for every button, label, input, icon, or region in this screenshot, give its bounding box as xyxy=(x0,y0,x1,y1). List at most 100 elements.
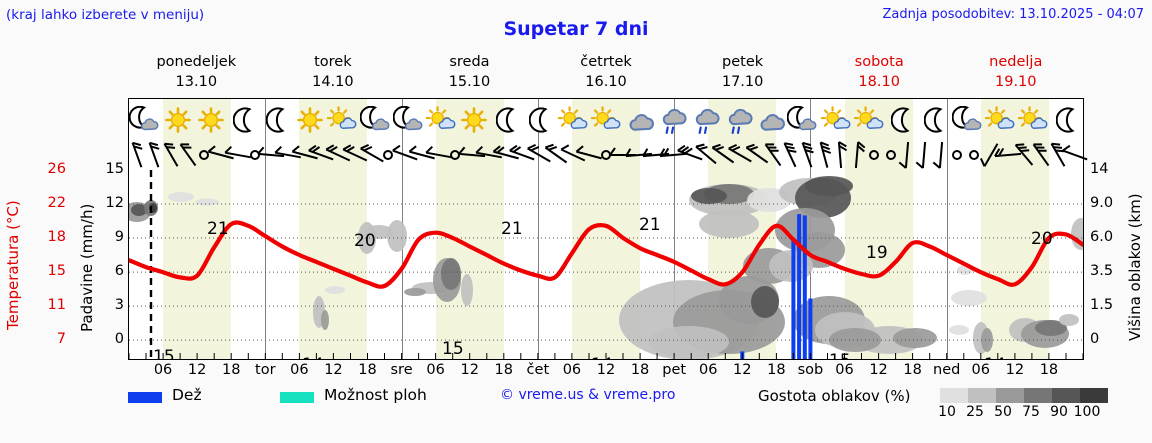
wind-barb xyxy=(273,140,303,170)
moon-icon xyxy=(228,99,261,140)
x-axis-label: sob xyxy=(797,362,824,378)
cloud-density-legend-title: Gostota oblakov (%) xyxy=(758,387,911,405)
day-name: sreda xyxy=(449,54,490,70)
wind-barb xyxy=(758,140,788,170)
sun-icon xyxy=(293,99,326,140)
cloud-blob xyxy=(387,220,407,252)
day-divider xyxy=(946,99,948,140)
day-divider xyxy=(946,140,948,170)
precipitation-bar xyxy=(791,239,796,359)
wind-barb xyxy=(407,140,437,170)
location-menu-note[interactable]: (kraj lahko izberete v meniju) xyxy=(6,7,205,23)
day-header-ponedeljek: ponedeljek 13.10 xyxy=(128,52,265,96)
precipitation-tick-3: 6 xyxy=(114,263,124,280)
cloud-blob xyxy=(981,328,993,352)
day-name: nedelja xyxy=(989,54,1043,70)
sun-cloud-icon xyxy=(820,99,853,140)
wind-barb xyxy=(658,140,688,170)
wind-barb xyxy=(708,140,738,170)
wind-barb xyxy=(474,140,504,170)
temperature-tick-2: 18 xyxy=(47,229,66,246)
x-axis-label: 18 xyxy=(494,362,513,378)
daytime-band xyxy=(299,170,368,359)
copyright-link[interactable]: © vreme.us & vreme.pro xyxy=(500,387,676,403)
wind-barb xyxy=(691,140,721,170)
cloud-blob xyxy=(365,225,393,239)
cloud-blob xyxy=(131,204,147,216)
wind-barb xyxy=(624,140,654,170)
cloud-blob xyxy=(321,310,329,330)
temperature-annotation-min: 15 xyxy=(829,351,851,359)
wind-barb xyxy=(156,140,186,170)
cloud-blob xyxy=(441,258,461,290)
x-axis-label: 18 xyxy=(630,362,650,378)
x-axis-label: sre xyxy=(390,362,413,378)
wind-barb xyxy=(842,140,872,170)
wind-barb xyxy=(942,140,972,170)
wind-barb xyxy=(173,140,203,170)
day-header-petek: petek 17.10 xyxy=(674,52,811,96)
day-name: četrtek xyxy=(580,54,632,70)
wind-barb xyxy=(373,140,403,170)
chart-plot-area: 152114201521142115191420131915 xyxy=(129,170,1083,359)
x-axis-label: 18 xyxy=(221,362,241,378)
precipitation-axis-title: Padavine (mm/h) xyxy=(78,203,96,332)
day-date: 13.10 xyxy=(175,74,218,90)
x-axis-label: 12 xyxy=(596,362,616,378)
sun-icon xyxy=(195,99,228,140)
wind-barb xyxy=(340,140,370,170)
wind-barb xyxy=(223,140,253,170)
cloud-scale-step-1 xyxy=(968,388,996,403)
cloud-blob xyxy=(699,210,759,238)
cloud-blob xyxy=(1059,314,1079,326)
x-axis-label: 06 xyxy=(562,362,582,378)
wind-barb xyxy=(139,140,169,170)
cloud-blob xyxy=(1035,320,1067,336)
cloud-blob xyxy=(195,198,219,206)
wind-barb xyxy=(825,140,855,170)
temperature-annotation-min: 15 xyxy=(153,347,175,359)
day-divider xyxy=(537,170,539,359)
cloud-height-tick-2: 6.0 xyxy=(1090,229,1114,246)
moon-icon xyxy=(919,99,952,140)
cloud-blob xyxy=(461,274,473,306)
day-divider xyxy=(265,170,267,359)
precipitation-tick-5: 0 xyxy=(114,331,124,348)
temperature-axis-title: Temperatura (°C) xyxy=(4,200,22,330)
moon-icon xyxy=(886,99,919,140)
x-axis-label: 06 xyxy=(698,362,718,378)
wind-barb xyxy=(876,140,906,170)
wind-barb xyxy=(424,140,454,170)
moon-cloud-icon xyxy=(787,99,820,140)
x-axis-label: 18 xyxy=(767,362,786,378)
x-axis-label: 12 xyxy=(460,362,479,378)
x-axis-label: 12 xyxy=(187,362,207,378)
wind-barb xyxy=(240,140,270,170)
cloud-blob xyxy=(325,286,345,294)
cloud-blob xyxy=(829,328,881,352)
moon-icon xyxy=(261,99,294,140)
sun-icon xyxy=(162,99,195,140)
cloud-height-tick-4: 1.5 xyxy=(1090,297,1114,314)
moon-icon xyxy=(524,99,557,140)
temperature-annotation-max: 20 xyxy=(1031,229,1053,249)
cloud-blob xyxy=(168,192,194,202)
cloud-scale-label-0: 10 xyxy=(938,404,956,420)
day-date: 14.10 xyxy=(312,74,354,90)
cloud-rain-icon xyxy=(655,99,688,140)
cloud-density-field xyxy=(129,176,1083,359)
x-axis-label: 06 xyxy=(426,362,445,378)
x-axis-label: 12 xyxy=(1005,362,1025,378)
sun-cloud-icon xyxy=(1017,99,1050,140)
temperature-annotation-max: 20 xyxy=(354,231,376,251)
precipitation-tick-0: 15 xyxy=(105,161,124,177)
cloud-rain-icon xyxy=(721,99,754,140)
wind-barb xyxy=(574,140,604,170)
wind-barb-row xyxy=(129,140,1088,170)
wind-barb xyxy=(976,140,1006,170)
precipitation-tick-4: 3 xyxy=(114,297,124,314)
cloud-scale-label-2: 50 xyxy=(994,404,1012,420)
page-title: Supetar 7 dni xyxy=(503,18,649,40)
wind-barb xyxy=(775,140,805,170)
x-axis-label: tor xyxy=(255,362,276,378)
